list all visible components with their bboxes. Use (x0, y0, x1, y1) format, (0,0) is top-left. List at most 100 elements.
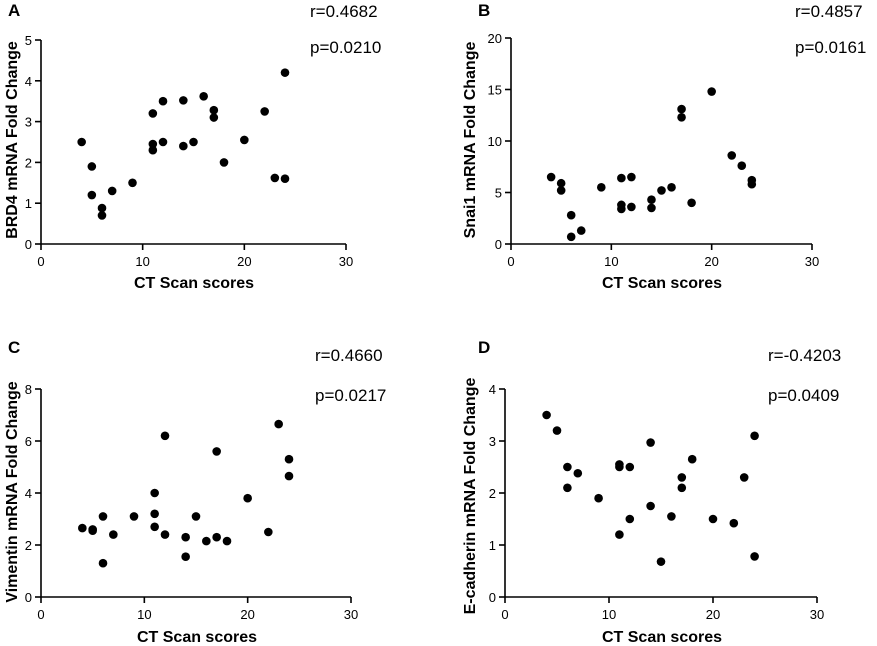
data-point (657, 186, 666, 195)
data-point (280, 174, 290, 184)
data-point (212, 447, 221, 456)
data-point (97, 211, 107, 220)
x-tick-label: 20 (704, 254, 718, 269)
y-tick-label: 5 (25, 33, 32, 48)
x-tick-label: 20 (240, 607, 254, 622)
data-point (546, 172, 556, 182)
x-tick-label: 30 (344, 607, 358, 622)
data-point (77, 137, 86, 147)
r-value: r=0.4660 (315, 346, 383, 365)
data-point (222, 536, 232, 546)
data-point (150, 509, 159, 519)
p-value: p=0.0409 (768, 386, 839, 405)
data-point (219, 158, 229, 167)
x-tick-label: 20 (237, 254, 251, 269)
panel-c: C r=0.4660 p=0.0217 CT Scan scores Vimen… (4, 338, 386, 646)
data-point (542, 410, 551, 420)
y-tick-label: 2 (25, 155, 32, 170)
y-tick-label: 4 (25, 486, 32, 501)
x-tick-label: 0 (37, 607, 44, 622)
y-tick-label: 10 (488, 134, 502, 149)
data-point (750, 431, 759, 441)
data-point (158, 96, 168, 106)
data-point (615, 530, 624, 539)
data-point (552, 426, 562, 435)
data-point (240, 135, 249, 145)
y-tick-label: 0 (25, 237, 32, 252)
panel-letter: B (478, 1, 490, 20)
data-point (563, 462, 572, 472)
y-tick-label: 2 (489, 486, 496, 501)
y-tick-label: 1 (25, 196, 32, 211)
data-point (617, 173, 626, 183)
data-point (647, 203, 656, 213)
data-point (677, 113, 686, 122)
y-tick-label: 4 (25, 74, 32, 89)
data-point (109, 530, 118, 539)
data-point (158, 137, 168, 147)
data-point (563, 483, 572, 493)
data-point (625, 462, 635, 472)
p-value: p=0.0210 (310, 38, 381, 57)
y-tick-label: 20 (488, 31, 502, 46)
axes: 0 10 20 30 0 1 2 3 4 5 (25, 33, 353, 269)
data-point (160, 530, 170, 539)
x-axis-title: CT Scan scores (134, 275, 254, 292)
data-point (625, 514, 635, 524)
data-point (687, 198, 696, 208)
data-point (150, 488, 159, 498)
data-point (597, 183, 606, 192)
data-point (647, 195, 656, 205)
x-tick-label: 0 (507, 254, 514, 269)
data-point (189, 137, 198, 147)
data-point (556, 178, 566, 188)
y-axis-title: E-cadherin mRNA Fold Change (462, 378, 479, 615)
panel-letter: A (8, 1, 20, 20)
y-axis-title: BRD4 mRNA Fold Change (4, 41, 21, 239)
y-tick-label: 8 (25, 382, 32, 397)
panel-d: D r=-0.4203 p=0.0409 CT Scan scores E-ca… (462, 338, 841, 646)
data-point (78, 523, 87, 533)
data-point (737, 161, 747, 171)
y-tick-label: 6 (25, 434, 32, 449)
data-points (78, 419, 294, 568)
panel-letter: C (8, 338, 20, 357)
y-tick-label: 0 (489, 590, 496, 605)
data-point (88, 526, 97, 535)
data-point (646, 501, 655, 511)
data-point (202, 536, 211, 546)
panel-letter: D (478, 338, 490, 357)
data-point (191, 512, 201, 521)
data-point (148, 145, 158, 155)
data-point (212, 532, 221, 542)
data-point (148, 109, 158, 118)
y-tick-label: 0 (25, 590, 32, 605)
y-tick-label: 0 (495, 237, 502, 252)
data-point (129, 512, 139, 521)
y-tick-label: 1 (489, 538, 496, 553)
data-point (98, 558, 108, 568)
data-point (627, 202, 636, 212)
axes: 0 10 20 30 0 2 4 6 8 (25, 382, 358, 622)
r-value: r=0.4857 (795, 2, 863, 21)
data-points (77, 68, 290, 220)
y-axis-title: Snai1 mRNA Fold Change (462, 42, 479, 239)
data-point (107, 186, 117, 196)
data-point (566, 232, 576, 242)
r-value: r=0.4682 (310, 2, 378, 21)
data-point (656, 557, 666, 566)
axes: 0 10 20 30 0 5 10 15 20 (488, 31, 820, 269)
data-point (667, 183, 676, 192)
data-point (264, 527, 273, 537)
x-tick-label: 10 (135, 254, 149, 269)
x-tick-label: 30 (810, 607, 824, 622)
data-point (87, 162, 97, 171)
data-point (627, 172, 636, 182)
y-tick-label: 4 (489, 382, 496, 397)
data-point (98, 512, 108, 521)
data-point (284, 454, 294, 464)
x-tick-label: 10 (604, 254, 618, 269)
data-point (179, 141, 188, 151)
x-tick-label: 30 (805, 254, 819, 269)
